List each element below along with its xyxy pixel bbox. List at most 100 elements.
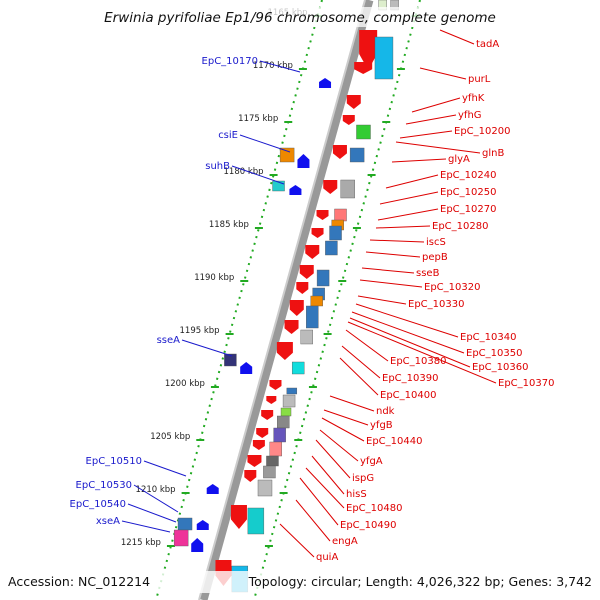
right-label-leader (419, 67, 467, 80)
gene-label-right[interactable]: EpC_10440 (366, 436, 422, 447)
gene-label-right[interactable]: yfgB (370, 420, 393, 431)
gene-label-right[interactable]: sseB (416, 268, 440, 279)
gene-label-right[interactable]: yfgA (360, 456, 383, 467)
gene-label-right[interactable]: EpC_10330 (408, 299, 464, 310)
right-label-leader (279, 523, 315, 558)
forward-gene-arrow (319, 78, 332, 88)
right-label-leader (319, 429, 359, 462)
tick-label: 1215 kbp (121, 538, 161, 548)
gene-label-right[interactable]: engA (332, 536, 358, 547)
left-label-leader (239, 134, 291, 153)
chromosome-backbone-shadow (198, 0, 366, 600)
gene-feature-box (349, 147, 365, 163)
right-label-leader (339, 357, 379, 396)
gene-label-left[interactable]: EpC_10170 (202, 56, 258, 67)
gene-feature-box (325, 240, 338, 256)
reverse-gene-arrow (342, 115, 355, 125)
right-label-leader (385, 174, 439, 189)
gene-label-left[interactable]: suhB (205, 161, 230, 172)
gene-feature-box (272, 180, 285, 192)
gene-label-left[interactable]: xseA (96, 516, 120, 527)
gene-feature-box (300, 329, 313, 345)
reverse-gene-arrow (269, 380, 282, 390)
right-label-leader (395, 141, 481, 154)
gene-label-right[interactable]: EpC_10380 (390, 356, 446, 367)
gene-label-right[interactable]: ispG (352, 473, 374, 484)
right-label-leader (295, 499, 331, 542)
gene-label-right[interactable]: EpC_10390 (382, 373, 438, 384)
reverse-gene-arrow (244, 470, 257, 482)
tick-label: 1175 kbp (238, 114, 278, 124)
gene-label-right[interactable]: purL (468, 74, 491, 85)
right-label-leader (361, 267, 415, 274)
tick-label: 1185 kbp (209, 220, 249, 230)
right-label-leader (355, 303, 459, 338)
right-label-leader (341, 345, 381, 379)
gene-label-right[interactable]: yfhG (458, 110, 482, 121)
gene-feature-box (340, 179, 355, 199)
tick-label: 1210 kbp (136, 485, 176, 495)
gene-label-left[interactable]: csiE (218, 130, 238, 141)
tick-label: 1170 kbp (253, 61, 293, 71)
right-label-leader (315, 439, 351, 479)
reverse-gene-arrow (332, 145, 347, 159)
gene-label-right[interactable]: EpC_10490 (340, 520, 396, 531)
gene-feature-box (257, 479, 273, 497)
gene-label-left[interactable]: EpC_10530 (76, 480, 132, 491)
right-label-leader (357, 295, 407, 305)
gene-feature-box (329, 225, 342, 241)
reverse-gene-arrow (316, 210, 329, 220)
gene-label-right[interactable]: EpC_10350 (466, 348, 522, 359)
gene-label-right[interactable]: EpC_10400 (380, 390, 436, 401)
gene-feature-box (263, 465, 276, 479)
right-label-leader (311, 455, 345, 495)
reverse-gene-arrow (252, 440, 265, 450)
gene-label-right[interactable]: hisS (346, 489, 367, 500)
right-label-leader (439, 29, 475, 45)
right-label-leader (349, 317, 471, 368)
right-label-leader (329, 395, 375, 412)
forward-gene-arrow (240, 362, 253, 374)
right-label-leader (377, 208, 439, 221)
gene-label-right[interactable]: iscS (426, 237, 446, 248)
tick-label: 1200 kbp (165, 379, 205, 389)
right-label-leader (411, 97, 461, 113)
tick-label: 1180 kbp (224, 167, 264, 177)
gene-label-right[interactable]: yfhK (462, 93, 485, 104)
gene-label-right[interactable]: tadA (476, 39, 499, 50)
forward-gene-arrow (289, 185, 302, 195)
gene-label-right[interactable]: glnB (482, 148, 504, 159)
page-title: Erwinia pyrifoliae Ep1/96 chromosome, co… (104, 10, 496, 26)
gene-label-left[interactable]: sseA (157, 335, 181, 346)
gene-label-right[interactable]: EpC_10280 (432, 221, 488, 232)
gene-label-right[interactable]: EpC_10250 (440, 187, 496, 198)
gene-label-right[interactable]: EpC_10270 (440, 204, 496, 215)
left-label-leader (259, 60, 301, 73)
gene-label-right[interactable]: pepB (422, 252, 448, 263)
genome-summary: Topology: circular; Length: 4,026,322 bp… (248, 574, 592, 589)
gene-label-right[interactable]: EpC_10370 (498, 378, 554, 389)
reverse-gene-arrow (289, 300, 304, 316)
gene-label-right[interactable]: quiA (316, 552, 338, 563)
gene-label-left[interactable]: EpC_10540 (70, 499, 126, 510)
gene-label-right[interactable]: EpC_10320 (424, 282, 480, 293)
gene-label-right[interactable]: EpC_10200 (454, 126, 510, 137)
gene-label-left[interactable]: EpC_10510 (86, 456, 142, 467)
gene-label-right[interactable]: EpC_10340 (460, 332, 516, 343)
gene-label-right[interactable]: EpC_10480 (346, 503, 402, 514)
gene-label-right[interactable]: glyA (448, 154, 470, 165)
gene-label-right[interactable]: EpC_10360 (472, 362, 528, 373)
gene-feature-box (224, 353, 237, 367)
right-label-leader (399, 130, 453, 139)
reverse-gene-arrow (247, 455, 262, 467)
gene-label-right[interactable]: ndk (376, 406, 395, 417)
right-label-leader (299, 477, 339, 526)
reverse-gene-arrow (256, 428, 269, 438)
gene-label-right[interactable]: EpC_10240 (440, 170, 496, 181)
inner-ruler (253, 0, 421, 600)
right-label-leader (345, 329, 389, 362)
forward-gene-arrow (196, 520, 209, 530)
gene-feature-box (177, 517, 193, 531)
left-label-leader (121, 520, 171, 533)
reverse-gene-arrow (276, 342, 293, 360)
